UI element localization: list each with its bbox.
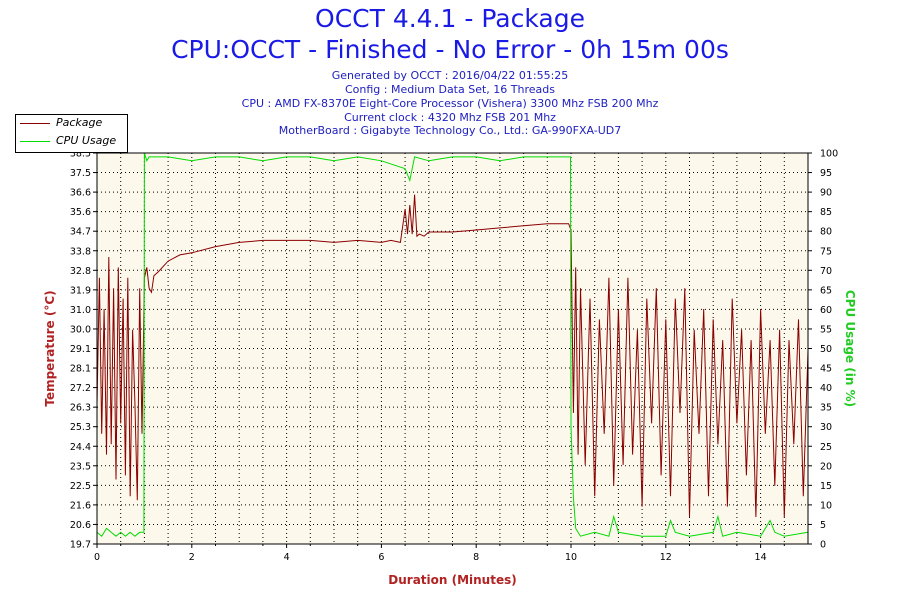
x-tick-label: 14 bbox=[755, 552, 767, 563]
series-line-package bbox=[96, 194, 809, 518]
y-right-tick-label: 85 bbox=[820, 207, 832, 218]
y-left-tick-label: 24.4 bbox=[70, 442, 91, 453]
y-left-tick-label: 35.6 bbox=[70, 207, 91, 218]
y-right-tick-label: 95 bbox=[820, 168, 832, 179]
legend-swatch-cpu-usage bbox=[20, 141, 50, 142]
y-right-tick-label: 45 bbox=[820, 364, 832, 375]
y-right-tick-label: 5 bbox=[820, 520, 826, 531]
y-right-tick-label: 55 bbox=[820, 324, 832, 335]
y-left-tick-label: 30.0 bbox=[70, 324, 91, 335]
legend-item-cpu-usage: CPU Usage bbox=[16, 133, 127, 150]
info-cpu: CPU : AMD FX-8370E Eight-Core Processor … bbox=[241, 97, 659, 110]
y-left-tick-label: 31.9 bbox=[70, 285, 91, 296]
y-left-tick-label: 37.5 bbox=[70, 168, 91, 179]
y-right-tick-label: 15 bbox=[820, 481, 832, 492]
y-right-tick-label: 70 bbox=[820, 266, 832, 277]
legend-label-package: Package bbox=[56, 116, 103, 129]
y-right-tick-label: 35 bbox=[820, 403, 832, 414]
y-right-tick-label: 80 bbox=[820, 227, 832, 238]
y-right-tick-label: 10 bbox=[820, 500, 832, 511]
y-left-tick-label: 26.3 bbox=[70, 403, 91, 414]
y-left-tick-label: 27.2 bbox=[70, 383, 91, 394]
y-right-tick-label: 50 bbox=[820, 344, 832, 355]
y-left-tick-label: 29.1 bbox=[70, 344, 91, 355]
y-right-tick-label: 25 bbox=[820, 442, 832, 453]
x-tick-label: 12 bbox=[660, 552, 672, 563]
y-left-tick-label: 32.8 bbox=[70, 266, 91, 277]
chart-title: OCCT 4.4.1 - Package bbox=[315, 4, 585, 33]
y-left-tick-label: 31.0 bbox=[70, 305, 91, 316]
y-right-tick-label: 40 bbox=[820, 383, 832, 394]
legend-item-package: Package bbox=[16, 115, 127, 132]
y-right-tick-label: 75 bbox=[820, 246, 832, 257]
chart-legend: Package CPU Usage bbox=[15, 114, 128, 153]
y-left-tick-label: 22.5 bbox=[70, 481, 91, 492]
y-left-tick-label: 36.6 bbox=[70, 188, 91, 199]
y-right-tick-label: 60 bbox=[820, 305, 832, 316]
chart-subtitle: CPU:OCCT - Finished - No Error - 0h 15m … bbox=[171, 35, 729, 64]
y-left-tick-label: 19.7 bbox=[70, 540, 91, 551]
x-tick-label: 6 bbox=[378, 552, 384, 563]
legend-label-cpu-usage: CPU Usage bbox=[56, 134, 117, 147]
y-right-axis-label: CPU Usage (in %) bbox=[843, 290, 857, 407]
info-motherboard: MotherBoard : Gigabyte Technology Co., L… bbox=[278, 124, 622, 137]
legend-swatch-package bbox=[20, 123, 50, 124]
y-right-tick-label: 65 bbox=[820, 285, 832, 296]
x-tick-label: 8 bbox=[473, 552, 479, 563]
x-tick-label: 0 bbox=[94, 552, 100, 563]
y-left-tick-label: 20.6 bbox=[70, 520, 91, 531]
y-right-tick-label: 100 bbox=[820, 149, 838, 160]
y-left-tick-label: 38.5 bbox=[70, 149, 91, 160]
series-line-cpu-usage bbox=[96, 152, 809, 537]
y-left-tick-label: 25.3 bbox=[70, 422, 91, 433]
y-left-tick-label: 21.6 bbox=[70, 500, 91, 511]
info-clock: Current clock : 4320 Mhz FSB 201 Mhz bbox=[344, 111, 556, 124]
y-right-tick-label: 90 bbox=[820, 188, 832, 199]
x-tick-label: 10 bbox=[565, 552, 577, 563]
info-generated: Generated by OCCT : 2016/04/22 01:55:25 bbox=[331, 69, 569, 82]
y-right-tick-label: 0 bbox=[820, 540, 826, 551]
x-tick-label: 4 bbox=[284, 552, 290, 563]
y-right-tick-label: 20 bbox=[820, 461, 832, 472]
y-left-tick-label: 34.7 bbox=[70, 227, 91, 238]
y-right-tick-label: 30 bbox=[820, 422, 832, 433]
x-axis-label: Duration (Minutes) bbox=[388, 573, 516, 587]
y-left-axis-label: Temperature (°C) bbox=[43, 290, 57, 406]
info-config: Config : Medium Data Set, 16 Threads bbox=[345, 83, 555, 96]
y-left-tick-label: 23.5 bbox=[70, 461, 91, 472]
y-left-tick-label: 28.1 bbox=[70, 364, 91, 375]
x-tick-label: 2 bbox=[189, 552, 195, 563]
y-left-tick-label: 33.8 bbox=[70, 246, 91, 257]
